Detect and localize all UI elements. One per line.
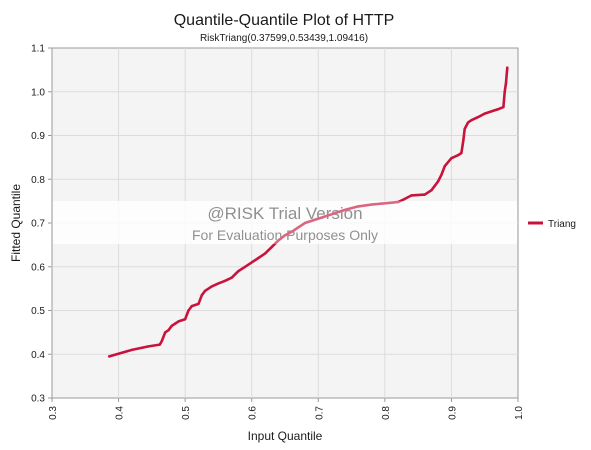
series-point	[462, 138, 465, 142]
x-tick-label: 0.7	[314, 406, 325, 420]
y-tick-label: 1.0	[31, 87, 45, 98]
series-point	[147, 345, 150, 348]
y-axis-label: Fitted Quantile	[9, 184, 23, 262]
series-point	[160, 339, 163, 343]
series-point	[270, 245, 273, 249]
series-point	[170, 324, 173, 327]
series-point	[290, 230, 293, 233]
series-point	[210, 285, 213, 288]
series-point	[483, 112, 486, 115]
series-point	[187, 309, 190, 312]
series-point	[430, 189, 433, 192]
series-point	[183, 318, 187, 321]
series-point	[506, 66, 509, 69]
series-point	[197, 302, 200, 306]
series-point	[317, 217, 320, 220]
y-tick-label: 0.3	[31, 394, 45, 405]
watermark-title: @RISK Trial Version	[207, 204, 362, 223]
series-point	[470, 119, 473, 122]
series-point	[440, 173, 443, 177]
y-tick-label: 0.6	[31, 262, 45, 273]
series-point	[476, 115, 480, 119]
series-point	[357, 205, 360, 208]
series-point	[283, 234, 287, 237]
series-point	[330, 213, 333, 216]
series-point	[250, 261, 253, 264]
x-tick-label: 1.0	[514, 406, 525, 420]
legend: Triang	[528, 219, 576, 230]
series-point	[277, 239, 280, 242]
x-axis-ticks: 0.3 0.4 0.5 0.6 0.7 0.8 0.9 1.0	[48, 398, 525, 420]
series-point	[257, 256, 260, 260]
series-point	[450, 157, 453, 160]
series-point	[177, 320, 180, 323]
series-point	[460, 151, 463, 155]
chart-subtitle: RiskTriang(0.37599,0.53439,1.09416)	[200, 33, 368, 44]
y-tick-label: 1.1	[31, 44, 45, 55]
series-point	[243, 265, 247, 268]
series-point	[443, 164, 446, 168]
series-point	[130, 348, 134, 352]
series-point	[403, 197, 406, 201]
series-point	[436, 180, 440, 183]
series-point	[108, 355, 111, 358]
series-point	[217, 282, 220, 285]
series-point	[200, 294, 203, 297]
series-point	[158, 343, 161, 346]
x-tick-label: 0.6	[248, 406, 259, 420]
series-point	[230, 276, 233, 279]
y-tick-label: 0.8	[31, 175, 45, 186]
chart-title: Quantile-Quantile Plot of HTTP	[174, 12, 395, 29]
y-tick-label: 0.5	[31, 306, 45, 317]
series-point	[174, 322, 177, 325]
x-tick-label: 0.8	[381, 406, 392, 420]
series-point	[505, 73, 508, 76]
legend-label-triang: Triang	[548, 219, 576, 230]
series-point	[370, 203, 373, 206]
series-point	[504, 81, 508, 85]
series-point	[397, 200, 400, 204]
series-point	[503, 90, 506, 94]
x-tick-label: 0.3	[48, 406, 59, 420]
x-tick-label: 0.5	[181, 406, 192, 420]
series-point	[466, 121, 470, 124]
series-point	[223, 279, 227, 282]
series-point	[343, 208, 347, 212]
series-point	[203, 289, 207, 292]
series-point	[164, 331, 167, 334]
y-tick-label: 0.4	[31, 350, 45, 361]
y-axis-ticks: 0.3 0.4 0.5 0.6 0.7 0.8 0.9 1.0 1.1	[31, 44, 52, 405]
series-point	[502, 105, 505, 109]
y-tick-label: 0.9	[31, 131, 45, 142]
series-point	[167, 329, 170, 332]
series-point	[496, 108, 500, 111]
series-layer	[53, 66, 517, 358]
y-tick-label: 0.7	[31, 219, 45, 230]
series-point	[433, 184, 436, 187]
series-point	[410, 194, 413, 197]
x-axis-label: Input Quantile	[248, 429, 323, 443]
series-point	[263, 252, 267, 255]
watermark-overlay	[53, 201, 517, 244]
series-point	[303, 221, 307, 225]
series-point	[237, 269, 240, 273]
x-tick-label: 0.9	[447, 406, 458, 420]
series-point	[463, 127, 466, 131]
series-point	[190, 304, 193, 308]
series-point	[456, 154, 460, 157]
x-tick-label: 0.4	[115, 406, 126, 420]
series-point	[490, 110, 493, 113]
series-point	[423, 193, 426, 196]
series-point	[383, 202, 387, 205]
